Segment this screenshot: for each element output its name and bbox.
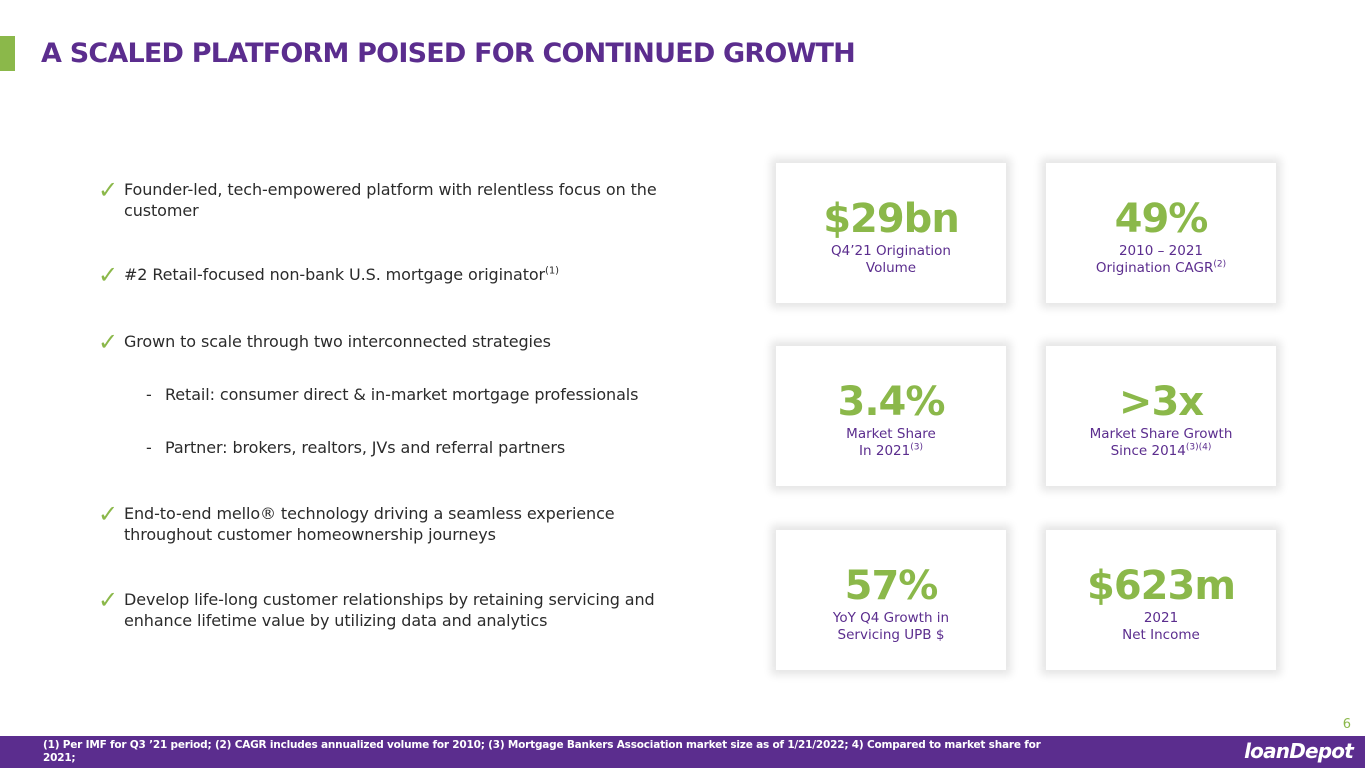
stat-value: $623m [1086,563,1236,609]
bullet-text: Founder-led, tech-empowered platform wit… [124,180,657,220]
stat-label-line2: Net Income [1122,627,1200,643]
stat-label: 2021 Net Income [1046,610,1276,644]
sub-bullet-item: - Retail: consumer direct & in-market mo… [146,384,715,405]
page-number: 6 [1342,717,1351,732]
slide-title: A SCALED PLATFORM POISED FOR CONTINUED G… [41,38,856,69]
stat-label-line2: Origination CAGR [1095,260,1214,276]
stat-value: >3x [1118,379,1204,425]
footnote-text: (1) Per IMF for Q3 ’21 period; (2) CAGR … [43,739,1041,764]
stat-value: 49% [1114,196,1209,242]
stat-label-line1: Q4’21 Origination [831,243,951,259]
stat-value: 3.4% [837,379,946,425]
stat-label-line2: Volume [865,260,917,276]
dash-marker: - [146,385,152,404]
stat-card-servicing-growth: 57% YoY Q4 Growth in Servicing UPB $ [776,530,1006,670]
bullet-item: ✓ Develop life-long customer relationshi… [98,586,674,631]
footnote-ref: (3)(4) [1185,442,1212,453]
sub-bullet-text: Retail: consumer direct & in-market mort… [165,385,639,404]
stat-card-origination-volume: $29bn Q4’21 Origination Volume [776,163,1006,303]
footnote-ref: (2) [1213,259,1227,270]
dash-marker: - [146,438,152,457]
bullet-text: Develop life-long customer relationships… [124,590,655,630]
bullet-item: ✓ End-to-end mello® technology driving a… [98,500,674,545]
stat-card-market-share-growth: >3x Market Share Growth Since 2014(3)(4) [1046,346,1276,486]
stat-label: Market Share Growth Since 2014(3)(4) [1046,426,1276,460]
stat-label: YoY Q4 Growth in Servicing UPB $ [776,610,1006,644]
bullet-text: End-to-end mello® technology driving a s… [124,504,615,544]
stat-label: Market Share In 2021(3) [776,426,1006,460]
sub-bullet-text: Partner: brokers, realtors, JVs and refe… [165,438,566,457]
bullet-item: ✓ Grown to scale through two interconnec… [98,328,674,356]
bullet-text: #2 Retail-focused non-bank U.S. mortgage… [124,265,546,284]
stat-label-line1: 2010 – 2021 [1118,243,1204,259]
stat-label-line2: Since 2014 [1110,443,1186,459]
stat-label: 2010 – 2021 Origination CAGR(2) [1046,243,1276,277]
company-logo: loanDepot [1244,739,1354,763]
title-accent-bar [0,36,15,71]
stat-value: 57% [844,563,939,609]
stat-card-origination-cagr: 49% 2010 – 2021 Origination CAGR(2) [1046,163,1276,303]
footer-bar: (1) Per IMF for Q3 ’21 period; (2) CAGR … [0,736,1365,768]
bullet-item: ✓ #2 Retail-focused non-bank U.S. mortga… [98,261,674,289]
stat-value: $29bn [823,196,960,242]
sub-bullet-item: - Partner: brokers, realtors, JVs and re… [146,437,715,458]
checkmark-icon: ✓ [98,261,119,289]
checkmark-icon: ✓ [98,328,119,356]
stat-card-market-share: 3.4% Market Share In 2021(3) [776,346,1006,486]
footnote-ref: (1) [545,265,559,277]
stat-label-line1: 2021 [1143,610,1179,626]
stat-label: Q4’21 Origination Volume [776,243,1006,277]
stat-label-line1: Market Share Growth [1089,426,1233,442]
bullet-text: Grown to scale through two interconnecte… [124,332,551,351]
bullet-text-wrap: #2 Retail-focused non-bank U.S. mortgage… [124,264,674,285]
bullet-item: ✓ Founder-led, tech-empowered platform w… [98,176,674,221]
checkmark-icon: ✓ [98,586,119,614]
checkmark-icon: ✓ [98,500,119,528]
stat-label-line1: YoY Q4 Growth in [832,610,950,626]
stat-card-net-income: $623m 2021 Net Income [1046,530,1276,670]
stat-label-line2: Servicing UPB $ [837,627,945,643]
footnote-ref: (3) [910,442,923,453]
stat-label-line2: In 2021 [859,443,911,459]
checkmark-icon: ✓ [98,176,119,204]
stat-label-line1: Market Share [846,426,936,442]
